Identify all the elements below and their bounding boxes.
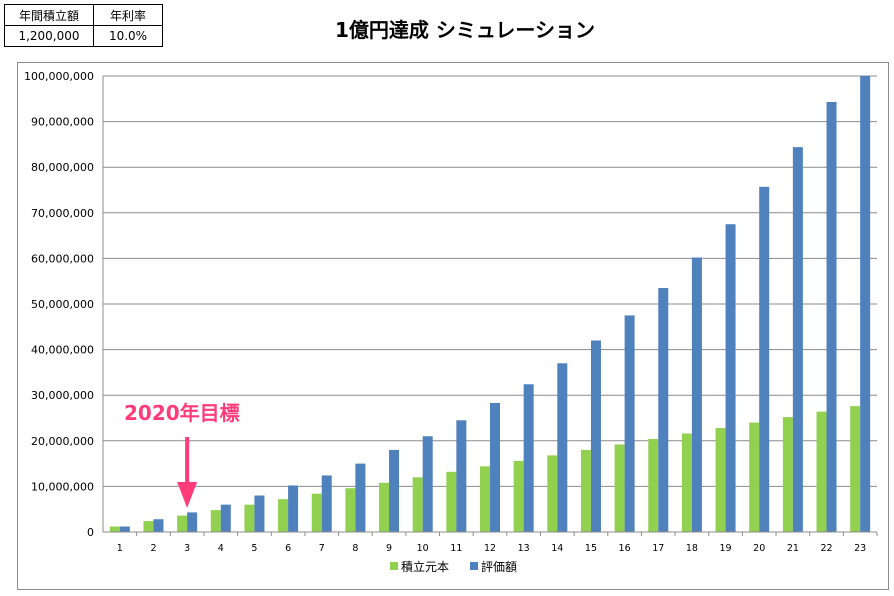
x-tick-label: 21: [787, 543, 799, 554]
bar-principal: [648, 438, 659, 532]
bar-principal: [412, 477, 423, 532]
bar-value: [321, 475, 332, 532]
annotation-label: 2020年目標: [124, 401, 240, 425]
x-tick-label: 17: [652, 543, 664, 554]
bar-value: [792, 147, 803, 533]
bar-value: [389, 449, 400, 532]
bar-value: [590, 340, 601, 532]
x-tick-label: 12: [484, 543, 496, 554]
bar-value: [658, 288, 669, 532]
down-arrow-icon: [185, 437, 190, 482]
bar-principal: [782, 417, 793, 532]
x-tick-label: 20: [753, 543, 765, 554]
bar-principal: [513, 460, 524, 532]
bar-principal: [480, 466, 490, 532]
params-table: 年間積立額 年利率 1,200,000 10.0%: [4, 4, 163, 47]
y-tick-label: 100,000,000: [24, 70, 94, 83]
bar-principal: [109, 526, 120, 532]
chart-frame: [17, 62, 889, 590]
x-tick-label: 3: [184, 543, 190, 554]
bar-value: [725, 224, 736, 532]
y-tick-label: 60,000,000: [31, 252, 94, 265]
x-tick-label: 22: [820, 543, 832, 554]
bar-principal: [345, 488, 356, 532]
bar-principal: [614, 444, 625, 532]
y-tick-label: 10,000,000: [31, 480, 94, 493]
bar-value: [355, 463, 366, 532]
y-tick-label: 90,000,000: [31, 116, 94, 129]
x-tick-label: 18: [686, 543, 698, 554]
y-tick-label: 20,000,000: [31, 435, 94, 448]
chart-title: 1億円達成 シミュレーション: [334, 18, 596, 42]
bar-principal: [446, 471, 457, 532]
bar-principal: [580, 449, 591, 532]
legend-swatch: [390, 562, 398, 570]
y-tick-label: 50,000,000: [31, 298, 94, 311]
bar-value: [153, 519, 164, 532]
bar-principal: [749, 422, 760, 532]
legend: 積立元本 評価額: [390, 559, 517, 574]
x-tick-label: 2: [150, 543, 156, 554]
axes: [102, 76, 878, 536]
bar-value: [826, 101, 837, 532]
bar-principal: [379, 482, 390, 532]
bar-value: [220, 504, 231, 532]
x-tick-label: 10: [417, 543, 429, 554]
legend-label: 評価額: [481, 559, 517, 574]
x-tick-label: 14: [551, 543, 563, 554]
annotation: 2020年目標: [122, 399, 242, 508]
y-tick-label: 70,000,000: [31, 207, 94, 220]
bar-principal: [244, 504, 255, 532]
x-tick-label: 7: [319, 543, 325, 554]
down-arrow-icon-head: [177, 482, 198, 508]
bar-value: [187, 512, 198, 532]
bar-principal: [177, 515, 188, 532]
x-tick-label: 11: [450, 543, 462, 554]
bar-principal: [547, 455, 558, 532]
x-tick-label: 9: [386, 543, 392, 554]
y-tick-label: 40,000,000: [31, 344, 94, 357]
x-tick-label: 16: [619, 543, 631, 554]
bar-value: [624, 315, 635, 532]
y-tick-label: 0: [87, 526, 94, 539]
x-tick-label: 19: [720, 543, 732, 554]
param-value-annual-rate: 10.0%: [93, 25, 163, 47]
legend-swatch: [470, 562, 478, 570]
bar-principal: [715, 428, 726, 532]
bar-principal: [210, 510, 221, 532]
x-tick-label: 6: [285, 543, 291, 554]
bar-principal: [681, 433, 692, 532]
bars: [109, 76, 871, 533]
x-tick-label: 23: [854, 543, 866, 554]
bar-value: [759, 186, 770, 533]
bar-value: [456, 420, 467, 532]
param-value-annual-contribution: 1,200,000: [4, 25, 94, 47]
bar-principal: [278, 499, 289, 532]
bar-value: [119, 526, 130, 532]
legend-label: 積立元本: [401, 559, 449, 574]
y-tick-label: 30,000,000: [31, 389, 94, 402]
bar-value: [254, 495, 265, 532]
x-tick-label: 5: [251, 543, 257, 554]
bar-principal: [311, 493, 322, 532]
bar-value: [691, 257, 702, 532]
x-tick-label: 1: [117, 543, 123, 554]
x-tick-label: 13: [518, 543, 530, 554]
y-tick-labels: 0 10,000,000 20,000,000 30,000,000 40,000,00…: [24, 70, 94, 539]
x-tick-label: 15: [585, 543, 597, 554]
y-tick-label: 80,000,000: [31, 161, 94, 174]
bar-value: [860, 76, 871, 532]
x-tick-label: 8: [352, 543, 358, 554]
bar-principal: [816, 411, 827, 532]
x-tick-label: 4: [218, 543, 224, 554]
bar-value: [422, 436, 433, 532]
bar-value: [523, 384, 534, 532]
bar-principal: [143, 521, 154, 532]
bar-value: [557, 363, 568, 532]
bar-value: [490, 402, 500, 532]
x-tick-labels: 1 2 3 4 5 6 7 8 9 10 11 12 13 14 15 16 17 18 19 20 21 22 23: [117, 543, 866, 554]
bar-value: [288, 485, 299, 532]
bar-principal: [850, 406, 861, 532]
